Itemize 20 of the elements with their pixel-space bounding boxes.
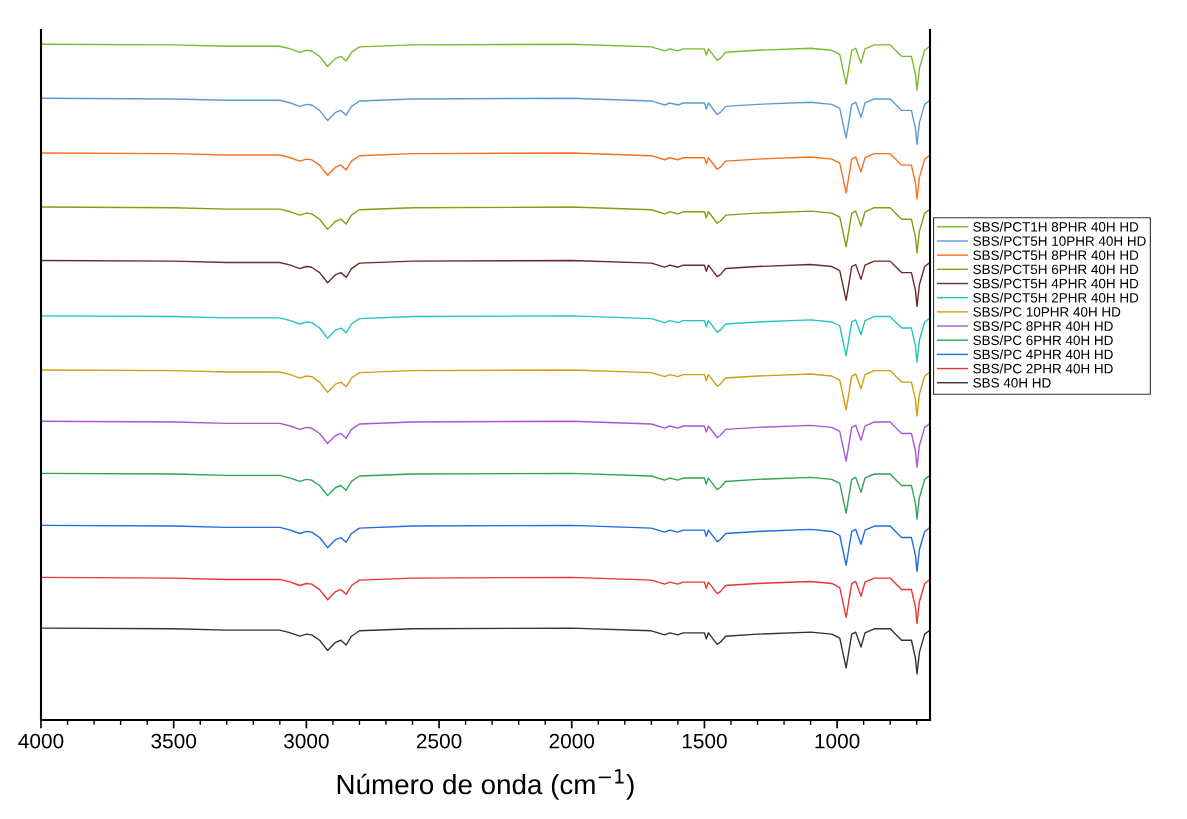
legend-label: SBS/PCT5H 10PHR 40H HD (973, 235, 1146, 246)
legend-label: SBS/PCT5H 4PHR 40H HD (973, 278, 1139, 289)
legend-label: SBS/PCT5H 6PHR 40H HD (973, 264, 1139, 275)
legend-label: SBS/PC 4PHR 40H HD (973, 349, 1113, 360)
legend-label: SBS/PCT5H 2PHR 40H HD (973, 292, 1139, 303)
legend-label: SBS/PCT1H 8PHR 40H HD (973, 221, 1139, 232)
legend-label: SBS/PC 8PHR 40H HD (973, 320, 1113, 331)
legend-label: SBS 40H HD (973, 378, 1051, 388)
legend-label: SBS/PC 10PHR 40H HD (973, 306, 1121, 317)
x-tick-label: 3000 (284, 733, 329, 749)
x-tick-label: 3500 (151, 733, 197, 749)
legend-label: SBS/PC 2PHR 40H HD (973, 363, 1113, 374)
legend-label: SBS/PCT5H 8PHR 40H HD (973, 250, 1139, 260)
legend-label: SBS/PC 6PHR 40H HD (973, 335, 1113, 346)
x-tick-label: 1500 (682, 733, 727, 749)
x-tick-label: 2500 (416, 733, 462, 749)
x-tick-label: 4000 (18, 733, 64, 749)
x-tick-label: 1000 (815, 733, 860, 749)
x-tick-label: 2000 (549, 733, 595, 749)
x-axis-title: Número de onda (cm$^{−1}$) (337, 769, 634, 800)
